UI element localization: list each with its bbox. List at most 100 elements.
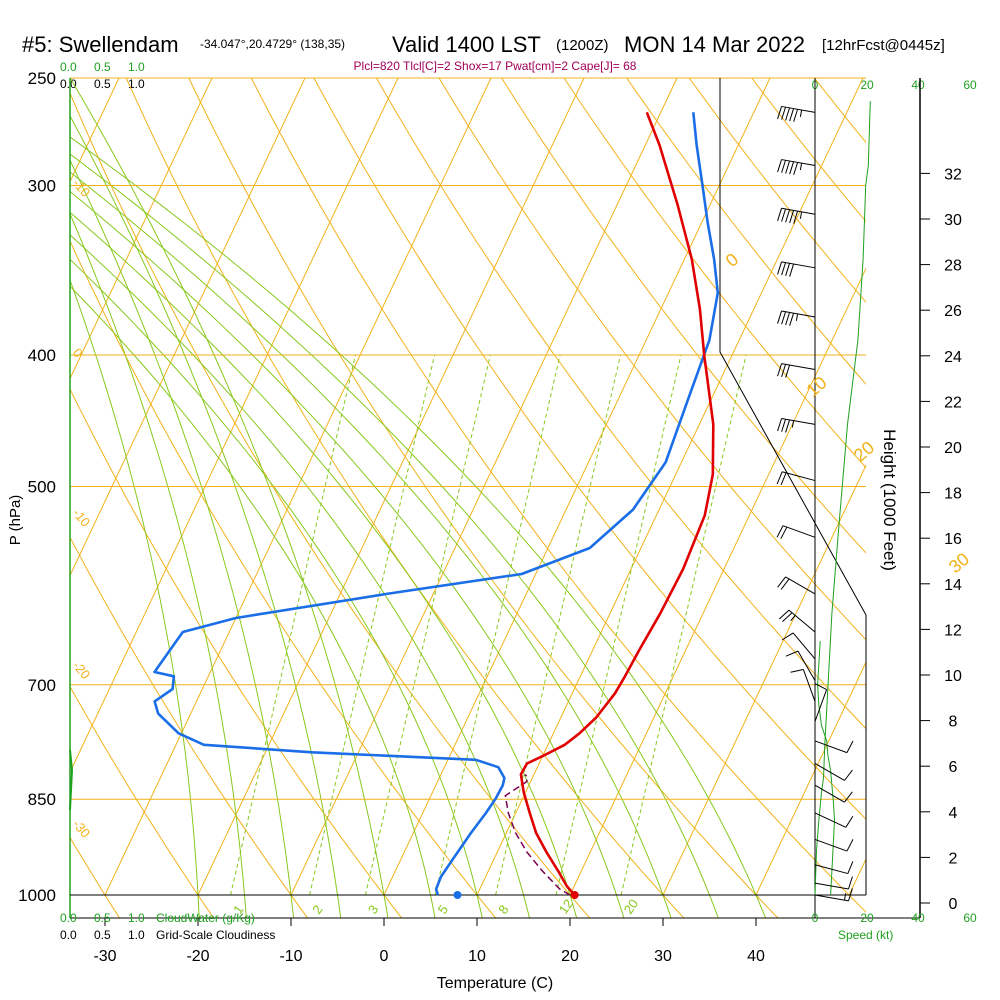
barb-half xyxy=(843,893,847,901)
plot-boundary-line xyxy=(719,78,867,895)
height-tick-label: 14 xyxy=(944,577,962,594)
barb-flag xyxy=(780,472,787,486)
barb-staff xyxy=(797,650,816,681)
wind-barb xyxy=(790,668,816,702)
barb-flag xyxy=(785,364,791,378)
adiabat-label: 0 xyxy=(722,249,743,271)
height-tick-label: 16 xyxy=(944,531,962,548)
speed-bottom-tick-0: 0 xyxy=(812,911,819,925)
barb-flag xyxy=(781,262,787,276)
barb-staff xyxy=(781,159,816,166)
isotherm-line xyxy=(0,78,26,895)
x-tick-label: -30 xyxy=(93,948,116,965)
cloud-water-profile xyxy=(69,749,74,811)
barb-flag xyxy=(785,160,791,174)
mixing-ratio-label: 3 xyxy=(365,902,381,917)
dry-adiabat-line xyxy=(563,78,866,469)
wind-barb xyxy=(777,207,816,224)
bottom-cloudiness-scale: 0.0 0.5 1.0 Grid-Scale Cloudiness xyxy=(60,928,275,942)
barb-flag xyxy=(848,888,853,902)
barb-flag xyxy=(780,526,788,539)
wind-barb xyxy=(814,683,828,722)
speed-axis-label: Speed (kt) xyxy=(838,928,893,942)
barb-flag xyxy=(847,861,854,874)
wind-barb xyxy=(814,740,854,754)
wind-barb xyxy=(781,632,816,660)
isotherm-label: -30 xyxy=(70,817,94,841)
barb-flag xyxy=(789,210,795,224)
barb-staff xyxy=(781,207,816,215)
barb-half xyxy=(790,615,796,622)
isotherm-label: -20 xyxy=(70,658,94,682)
height-profile xyxy=(814,101,871,896)
pressure-tick-label: 500 xyxy=(28,478,56,497)
isotherm-line xyxy=(755,661,866,896)
barb-flag xyxy=(844,769,853,781)
stability-params: Plcl=820 Tlcl[C]=2 Shox=17 Pwat[cm]=2 Ca… xyxy=(354,59,637,73)
moist-adiabat-line xyxy=(70,171,672,918)
mixing-ratio-line xyxy=(555,354,682,896)
mixing-ratio-label: 8 xyxy=(495,902,511,917)
barb-half xyxy=(799,211,803,219)
pressure-tick-label: 700 xyxy=(28,676,56,695)
moist-adiabat-line xyxy=(70,159,295,918)
barb-staff xyxy=(781,418,816,425)
barb-flag xyxy=(845,815,854,828)
dry-adiabat-line xyxy=(313,78,866,821)
barb-flag xyxy=(777,363,782,377)
barb-flag xyxy=(846,740,854,753)
pressure-tick-label: 1000 xyxy=(18,886,56,905)
height-tick-label: 2 xyxy=(949,850,958,867)
barb-flag xyxy=(785,107,791,121)
speed-axis-bottom: 0 20 40 60 Speed (kt) xyxy=(812,911,977,942)
barb-staff xyxy=(781,310,816,318)
height-tick-label: 24 xyxy=(944,349,962,366)
barb-flag xyxy=(785,419,791,433)
barb-flag xyxy=(793,109,799,122)
dry-adiabat-line xyxy=(626,78,866,385)
mixing-ratio-lines xyxy=(230,354,747,896)
barb-flag xyxy=(777,159,782,173)
pressure-tick-label: 250 xyxy=(28,69,56,88)
barb-flag xyxy=(777,106,782,120)
isotherm-label: -10 xyxy=(70,176,94,200)
dry-adiabat-line xyxy=(375,78,866,730)
moist-adiabat-line xyxy=(70,114,342,918)
moist-adiabat-line xyxy=(70,153,719,918)
barb-flag xyxy=(789,161,795,175)
top-cloudwater-scale: 0.0 0.5 1.0 xyxy=(60,60,145,74)
height-tick-label: 30 xyxy=(944,212,962,229)
barb-staff xyxy=(814,882,849,890)
barb-flag xyxy=(844,791,853,803)
barb-flag xyxy=(846,839,854,852)
wind-barb xyxy=(777,576,816,595)
barb-staff xyxy=(792,632,816,660)
barb-staff xyxy=(814,740,848,754)
barb-flag xyxy=(781,106,787,120)
height-tick-label: 18 xyxy=(944,486,962,503)
wind-barb xyxy=(777,159,816,176)
height-tick-label: 4 xyxy=(949,805,958,822)
x-tick-label: 20 xyxy=(561,948,579,965)
bottom-cloudwater-scale: 0.0 0.5 1.0 CloudWater (g/Kg) xyxy=(60,911,255,925)
top-cl-tick-1: 0.5 xyxy=(94,77,111,91)
height-tick-label: 10 xyxy=(944,668,962,685)
barb-flag xyxy=(777,576,786,588)
pressure-tick-label: 400 xyxy=(28,346,56,365)
barb-half xyxy=(795,313,799,321)
barb-flag xyxy=(781,364,787,378)
dewpoint-line xyxy=(153,112,720,896)
barb-flag xyxy=(777,261,782,275)
barb-flag xyxy=(814,683,827,691)
mixing-ratio-label: 12 xyxy=(556,896,577,916)
x-tick-label: -10 xyxy=(279,948,302,965)
barb-staff xyxy=(814,838,848,852)
moist-adiabat-line xyxy=(70,190,625,918)
barb-flag xyxy=(776,471,783,485)
parcel-line xyxy=(504,773,571,896)
dry-adiabat-line xyxy=(70,536,309,918)
barb-staff xyxy=(781,363,816,371)
barb-staff xyxy=(782,525,816,538)
barb-half xyxy=(791,420,795,428)
x-tick-label: -20 xyxy=(186,948,209,965)
